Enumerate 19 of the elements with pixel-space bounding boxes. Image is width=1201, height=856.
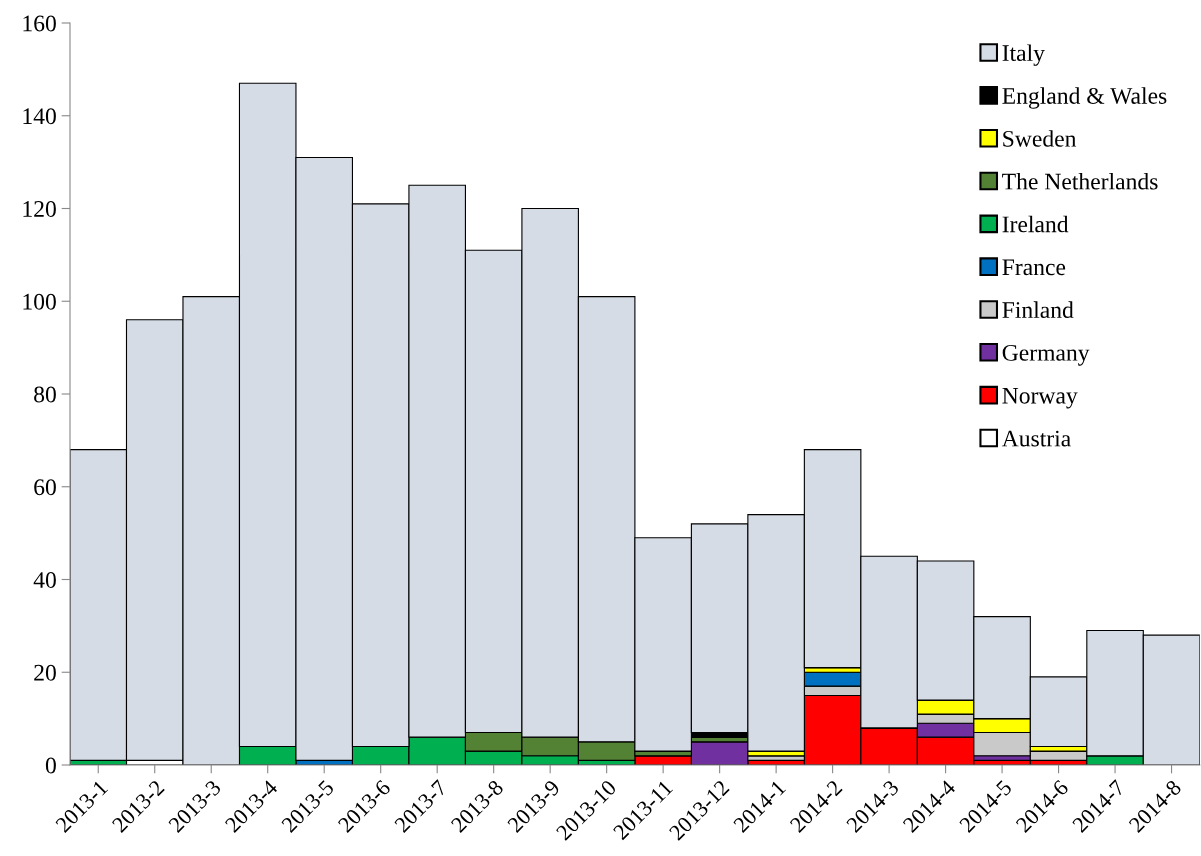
y-tick-label: 0 <box>45 757 56 774</box>
legend-label: Austria <box>1001 430 1071 447</box>
legend-label: Finland <box>1002 301 1074 318</box>
y-tick-label: 140 <box>23 108 56 125</box>
legend-label: England & Wales <box>1002 87 1167 109</box>
legend-label: Ireland <box>1002 215 1069 233</box>
legend-label: Norway <box>1002 387 1078 409</box>
legend-label: France <box>1002 259 1066 276</box>
legend-label: Italy <box>1002 44 1045 66</box>
legend-label: The Netherlands <box>1002 172 1158 190</box>
legend-label: Germany <box>1002 344 1090 366</box>
y-tick-label: 80 <box>34 386 56 403</box>
y-tick-label: 120 <box>23 200 56 217</box>
y-tick-label: 100 <box>23 293 56 310</box>
legend-label: Sweden <box>1003 130 1077 147</box>
y-tick-label: 20 <box>34 664 56 681</box>
y-tick-label: 60 <box>34 479 56 496</box>
y-tick-label: 40 <box>33 571 56 588</box>
y-tick-label: 160 <box>23 15 56 32</box>
